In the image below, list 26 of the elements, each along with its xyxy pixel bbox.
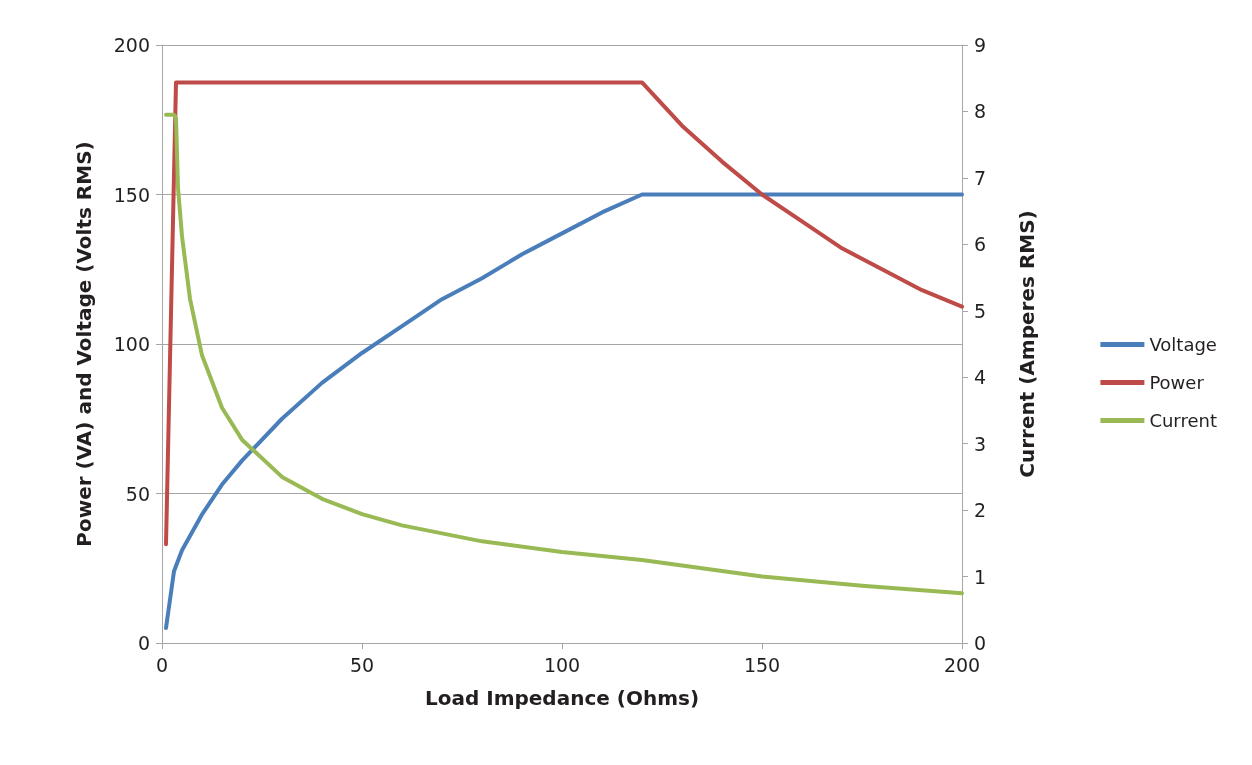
y-tick-label: 50 [125, 482, 150, 505]
y2-tick-label: 1 [974, 565, 987, 588]
y2-tick-label: 8 [974, 100, 987, 123]
x-axis-title: Load Impedance (Ohms) [424, 686, 700, 710]
y2-tick-label: 4 [974, 366, 987, 389]
y2-tick-label: 2 [974, 499, 987, 522]
y2-tick-label: 9 [974, 34, 987, 56]
y-tick-label: 100 [113, 333, 150, 355]
y-tick-label: 150 [113, 183, 150, 206]
y-tick-label: 200 [113, 34, 150, 56]
y2-tick-label: 0 [974, 632, 987, 654]
y-axis-title: Power (VA) and Voltage (Volts RMS) [72, 141, 96, 547]
legend-label: Voltage [1149, 334, 1217, 355]
y2-tick-label: 7 [974, 166, 987, 189]
y2-tick-label: 6 [974, 233, 987, 256]
x-tick-label: 200 [943, 653, 981, 676]
y2-axis-title: Current (Amperes RMS) [1015, 210, 1039, 478]
x-tick-label: 150 [743, 653, 781, 676]
legend-label: Current [1149, 410, 1217, 431]
x-tick-label: 100 [543, 653, 581, 676]
y2-tick-label: 3 [974, 432, 987, 455]
legend-label: Power [1149, 372, 1205, 393]
y-tick-label: 0 [137, 632, 150, 654]
y2-tick-label: 5 [974, 299, 987, 322]
x-tick-label: 50 [349, 653, 375, 676]
x-tick-label: 0 [155, 653, 169, 676]
